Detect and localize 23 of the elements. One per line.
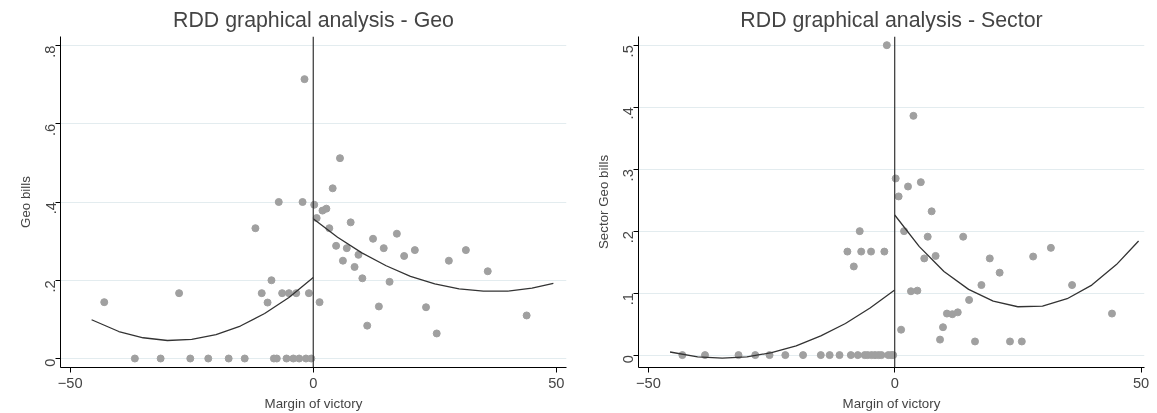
- x-tick-label: 0: [890, 374, 899, 391]
- chart-title: RDD graphical analysis - Sector: [740, 7, 1043, 32]
- x-axis-title: Margin of victory: [842, 395, 941, 411]
- x-tick-label: 50: [548, 374, 565, 391]
- y-tick-label: .2: [620, 231, 637, 244]
- x-tick-label: 0: [309, 374, 318, 391]
- y-tick-label: .4: [620, 107, 637, 120]
- x-tick-label: 50: [1132, 374, 1150, 391]
- chart-title: RDD graphical analysis - Geo: [173, 7, 454, 32]
- y-tick-label: .4: [42, 201, 59, 215]
- y-tick-label: .5: [620, 45, 637, 58]
- y-tick-label: .1: [620, 293, 637, 306]
- y-tick-label: .3: [620, 169, 637, 182]
- y-tick-label: .6: [42, 123, 59, 136]
- x-tick-label: −50: [635, 374, 661, 391]
- y-tick-label: .8: [42, 45, 59, 58]
- y-tick-label: .2: [42, 280, 59, 293]
- y-axis-title: Sector Geo bills: [595, 154, 611, 250]
- y-axis-title: Geo bills: [17, 175, 33, 228]
- x-tick-label: −50: [57, 374, 83, 391]
- y-tick-label: 0: [42, 358, 59, 367]
- y-tick-label: 0: [620, 355, 637, 364]
- x-axis-title: Margin of victory: [264, 395, 363, 411]
